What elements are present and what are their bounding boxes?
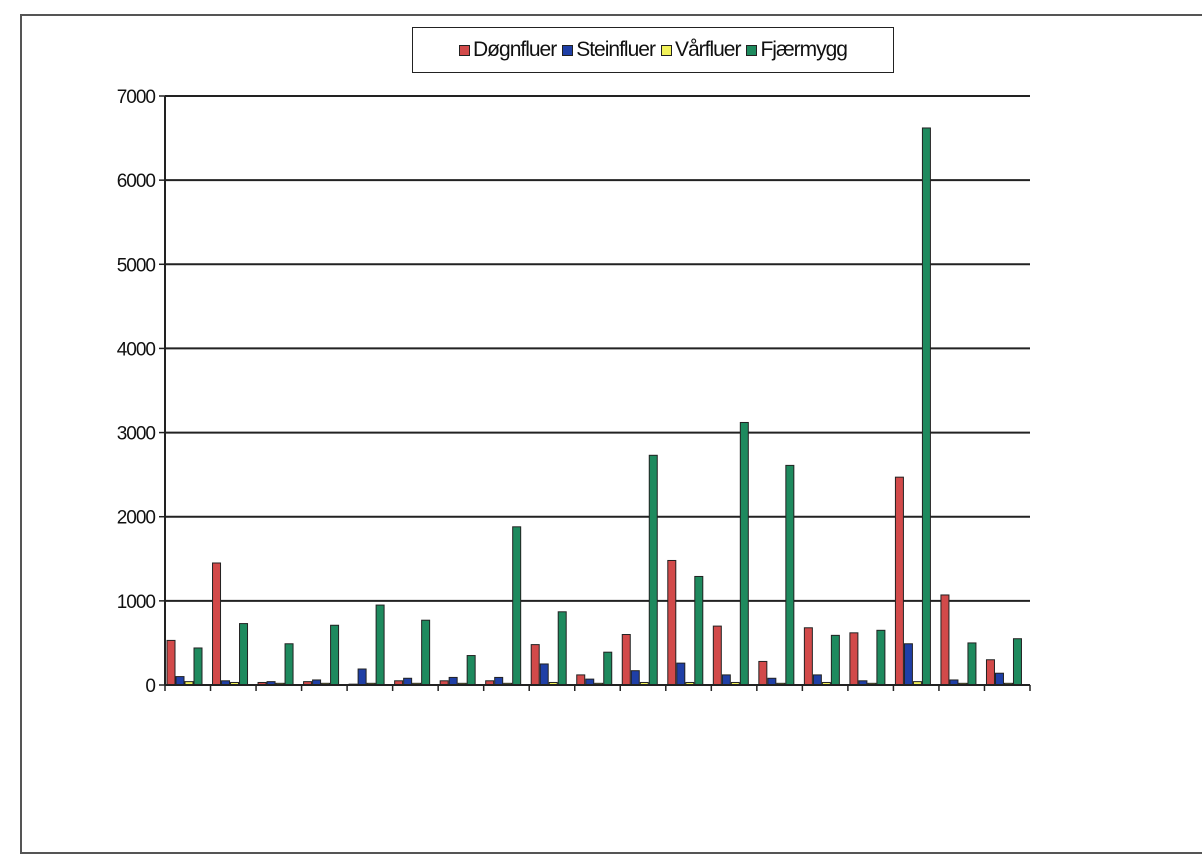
y-axis-ticks: 0 1000 2000 3000 4000 5000 6000 7000 — [117, 87, 165, 697]
legend-label-fjaermygg: Fjærmygg — [760, 38, 848, 61]
bar-4-3 — [330, 624, 340, 686]
legend-label-steinfluer: Steinfluer — [576, 38, 656, 61]
bar-7-1 — [448, 676, 458, 686]
legend-swatch-varfluer — [660, 44, 672, 56]
bar-15-0 — [803, 627, 813, 686]
bar-16-0 — [849, 632, 859, 686]
legend-item-dognfluer: Døgnfluer — [459, 38, 557, 62]
legend-item-fjaermygg: Fjærmygg — [746, 38, 848, 62]
bar-6-1 — [403, 677, 413, 686]
bar-15-1 — [812, 674, 822, 686]
bar-1-1 — [175, 676, 185, 686]
y-tick-label-2000: 2000 — [117, 508, 156, 529]
bar-19-0 — [985, 659, 995, 686]
legend-item-steinfluer: Steinfluer — [562, 38, 656, 62]
bar-10-0 — [576, 674, 586, 686]
bar-12-0 — [667, 559, 677, 686]
bar-17-1 — [903, 643, 913, 686]
bar-13-3 — [739, 421, 749, 686]
bar-3-3 — [284, 643, 294, 686]
bar-9-3 — [557, 611, 567, 686]
bar-2-3 — [239, 623, 249, 686]
legend-swatch-fjaermygg — [746, 44, 758, 56]
bar-14-3 — [785, 464, 795, 686]
legend-label-dognfluer: Døgnfluer — [473, 38, 557, 61]
y-tick-label-3000: 3000 — [117, 424, 156, 445]
bar-1-0 — [166, 639, 176, 686]
legend-label-varfluer: Vårfluer — [674, 38, 742, 61]
legend-swatch-dognfluer — [459, 44, 471, 56]
bar-12-3 — [694, 575, 704, 686]
legend-swatch-steinfluer — [562, 44, 574, 56]
legend-item-varfluer: Vårfluer — [660, 38, 742, 62]
bar-7-3 — [466, 655, 476, 686]
bar-13-0 — [712, 625, 722, 686]
bar-17-3 — [921, 127, 931, 686]
bar-10-3 — [603, 651, 613, 686]
y-tick-label-7000: 7000 — [117, 87, 156, 108]
y-tick-label-5000: 5000 — [117, 255, 156, 276]
chart-legend: Døgnfluer Steinfluer Vårfluer Fjærmygg — [412, 27, 894, 73]
bar-12-1 — [676, 662, 686, 686]
bar-1-3 — [193, 647, 203, 686]
bar-8-1 — [494, 676, 504, 686]
bar-16-3 — [876, 629, 886, 686]
y-tick-label-1000: 1000 — [117, 592, 156, 613]
y-tick-label-6000: 6000 — [117, 171, 156, 192]
bar-14-1 — [767, 677, 777, 686]
bar-14-0 — [758, 660, 768, 686]
axes — [164, 96, 1031, 691]
chart-frame — [20, 14, 1202, 854]
bar-6-3 — [421, 619, 431, 686]
bar-11-1 — [630, 670, 640, 686]
bar-9-0 — [530, 644, 540, 686]
bar-5-1 — [357, 668, 367, 686]
bar-15-3 — [830, 634, 840, 686]
bar-5-3 — [375, 604, 385, 686]
bar-11-0 — [621, 634, 631, 686]
bar-18-3 — [967, 642, 977, 686]
bar-18-0 — [940, 594, 950, 686]
y-tick-label-4000: 4000 — [117, 339, 156, 360]
bar-11-3 — [648, 454, 658, 686]
bar-17-0 — [894, 476, 904, 686]
bar-19-1 — [994, 672, 1004, 686]
y-tick-label-0: 0 — [145, 676, 155, 697]
bar-19-3 — [1012, 638, 1022, 686]
bar-2-0 — [212, 562, 222, 686]
bar-13-1 — [721, 674, 731, 686]
bar-9-1 — [539, 663, 549, 686]
bar-8-3 — [512, 526, 522, 686]
